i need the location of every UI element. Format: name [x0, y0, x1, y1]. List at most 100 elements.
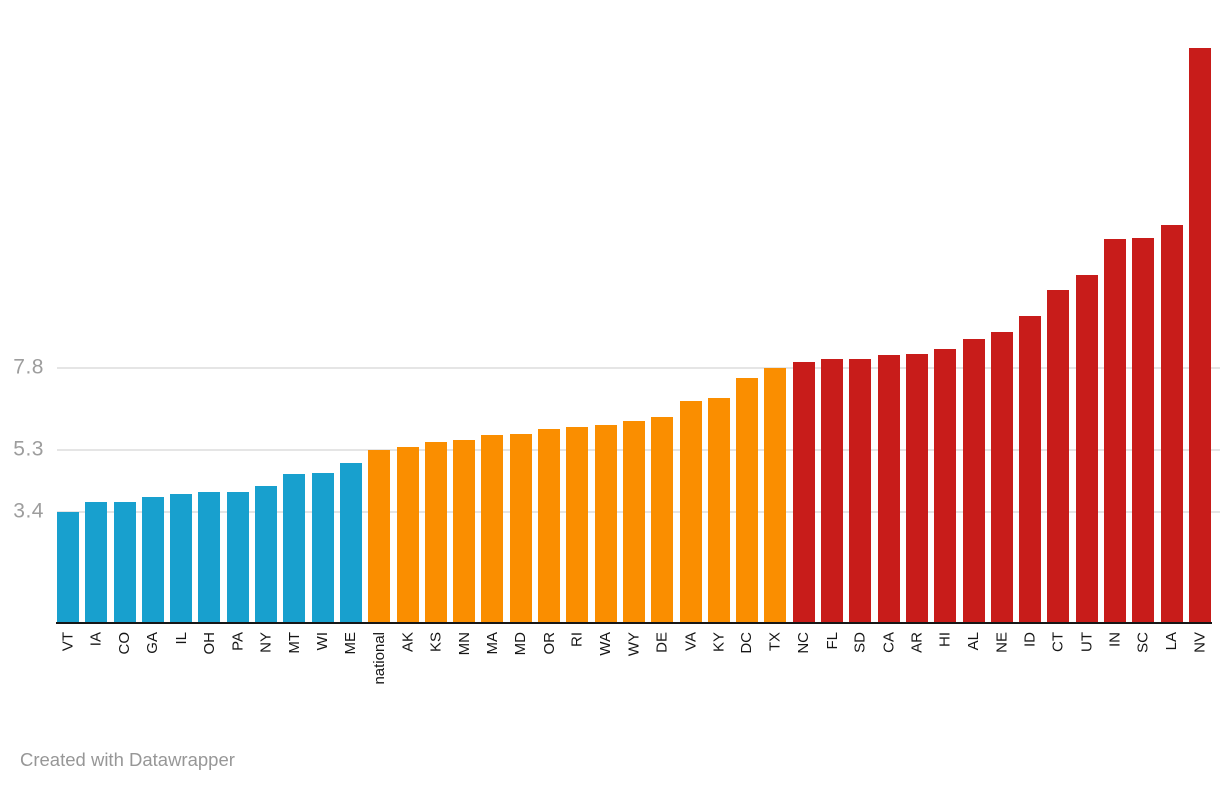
- x-axis-label-MD: MD: [512, 632, 530, 656]
- x-axis-label-NE: NE: [993, 632, 1011, 653]
- x-axis-label-DE: DE: [653, 632, 671, 653]
- bar-column-GA: GA: [141, 0, 164, 654]
- bar-KY[interactable]: [707, 397, 730, 623]
- bar-WA[interactable]: [594, 425, 617, 623]
- bar-NV[interactable]: [1188, 48, 1211, 623]
- x-axis-label-CA: CA: [880, 632, 898, 653]
- bar-NE[interactable]: [990, 332, 1013, 623]
- bar-FL[interactable]: [821, 358, 844, 623]
- bar-column-ME: ME: [339, 0, 362, 655]
- x-axis-label-AR: AR: [908, 632, 926, 653]
- bar-DE[interactable]: [651, 417, 674, 623]
- x-axis-label-ID: ID: [1021, 632, 1039, 647]
- bar-IL[interactable]: [170, 494, 193, 623]
- x-axis-label-GA: GA: [144, 632, 162, 654]
- bar-column-KS: KS: [424, 0, 447, 652]
- bar-column-CO: CO: [113, 0, 136, 655]
- bar-column-NC: NC: [792, 0, 815, 654]
- bar-MT[interactable]: [283, 474, 306, 623]
- bar-column-MA: MA: [481, 0, 504, 655]
- bar-VA[interactable]: [679, 400, 702, 623]
- bar-column-NE: NE: [990, 0, 1013, 653]
- bar-DC[interactable]: [736, 378, 759, 623]
- bar-SD[interactable]: [849, 358, 872, 623]
- bar-column-LA: LA: [1160, 0, 1183, 650]
- bar-KS[interactable]: [424, 441, 447, 623]
- x-axis-label-NC: NC: [795, 632, 813, 654]
- x-axis-label-VT: VT: [59, 632, 77, 652]
- bar-CO[interactable]: [113, 502, 136, 623]
- x-axis-label-UT: UT: [1078, 632, 1096, 652]
- bar-AL[interactable]: [962, 338, 985, 623]
- bar-WY[interactable]: [622, 420, 645, 623]
- bar-ME[interactable]: [339, 463, 362, 623]
- bar-LA[interactable]: [1160, 224, 1183, 623]
- bar-RI[interactable]: [566, 427, 589, 623]
- x-axis-label-MT: MT: [285, 632, 303, 654]
- x-axis-label-SD: SD: [851, 632, 869, 653]
- bar-column-RI: RI: [566, 0, 589, 647]
- bar-column-AL: AL: [962, 0, 985, 650]
- bar-CT[interactable]: [1047, 289, 1070, 623]
- x-axis-label-CO: CO: [116, 632, 134, 655]
- bar-TX[interactable]: [764, 368, 787, 623]
- x-axis-label-CT: CT: [1049, 632, 1067, 652]
- bar-NC[interactable]: [792, 361, 815, 623]
- bar-IN[interactable]: [1103, 239, 1126, 623]
- bar-IA[interactable]: [85, 502, 108, 623]
- bar-column-NY: NY: [255, 0, 278, 653]
- x-axis-label-FL: FL: [823, 632, 841, 650]
- bar-column-WA: WA: [594, 0, 617, 656]
- bar-column-WY: WY: [622, 0, 645, 656]
- bar-GA[interactable]: [141, 497, 164, 623]
- x-axis-label-KS: KS: [427, 632, 445, 653]
- bar-column-KY: KY: [707, 0, 730, 652]
- bar-column-MT: MT: [283, 0, 306, 654]
- bar-national[interactable]: [368, 449, 391, 623]
- x-axis-label-MA: MA: [483, 632, 501, 655]
- bar-WI[interactable]: [311, 472, 334, 623]
- bar-NY[interactable]: [255, 485, 278, 623]
- x-axis-label-SC: SC: [1134, 632, 1152, 653]
- datawrapper-credit-link[interactable]: Created with Datawrapper: [20, 749, 235, 770]
- bar-AK[interactable]: [396, 446, 419, 623]
- bar-column-DE: DE: [651, 0, 674, 653]
- bar-PA[interactable]: [226, 492, 249, 623]
- bar-HI[interactable]: [934, 348, 957, 623]
- x-axis-label-OR: OR: [540, 632, 558, 655]
- x-axis-label-TX: TX: [766, 632, 784, 652]
- chart-footer: Created with Datawrapper: [20, 749, 235, 771]
- bar-column-NV: NV: [1188, 0, 1211, 653]
- bar-MA[interactable]: [481, 435, 504, 623]
- bar-column-OH: OH: [198, 0, 221, 655]
- bar-column-FL: FL: [821, 0, 844, 650]
- x-axis-label-KY: KY: [710, 632, 728, 653]
- bar-ID[interactable]: [1019, 316, 1042, 623]
- bar-column-CT: CT: [1047, 0, 1070, 652]
- bar-OH[interactable]: [198, 492, 221, 623]
- bar-OR[interactable]: [538, 428, 561, 623]
- bar-AR[interactable]: [905, 353, 928, 623]
- bar-column-DC: DC: [736, 0, 759, 654]
- bar-MN[interactable]: [453, 440, 476, 623]
- bar-CA[interactable]: [877, 355, 900, 623]
- bar-UT[interactable]: [1075, 275, 1098, 623]
- bar-column-CA: CA: [877, 0, 900, 653]
- x-axis-label-ME: ME: [342, 632, 360, 655]
- bar-column-WI: WI: [311, 0, 334, 650]
- bar-column-PA: PA: [226, 0, 249, 651]
- x-axis-label-DC: DC: [738, 632, 756, 654]
- x-axis-label-WY: WY: [625, 632, 643, 657]
- x-axis-label-HI: HI: [936, 632, 954, 647]
- bar-column-ID: ID: [1019, 0, 1042, 647]
- y-tick-label-7.8: 7.8: [13, 355, 44, 379]
- bar-VT[interactable]: [57, 512, 79, 623]
- x-axis-label-RI: RI: [568, 632, 586, 647]
- bar-SC[interactable]: [1132, 237, 1155, 623]
- bar-MD[interactable]: [509, 433, 532, 623]
- x-axis-line: [56, 622, 1212, 624]
- x-axis-label-IA: IA: [87, 632, 105, 647]
- bar-column-IA: IA: [85, 0, 108, 646]
